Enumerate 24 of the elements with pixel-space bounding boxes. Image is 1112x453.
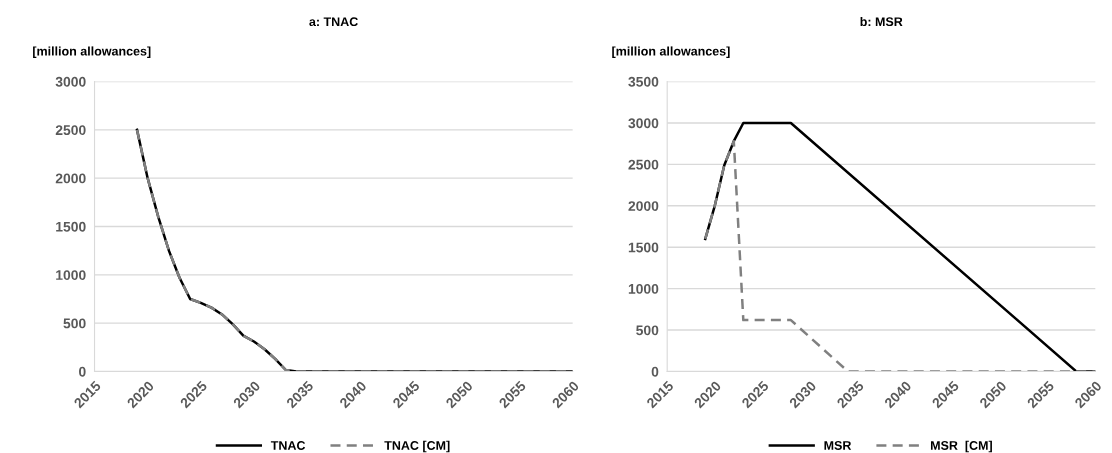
y-tick-label: 0 [651, 366, 659, 377]
y-tick-label: 1000 [56, 270, 86, 280]
y-tick-label: 1000 [628, 283, 659, 294]
y-tick-label: 2500 [628, 159, 659, 170]
y-tick-label: 2000 [55, 173, 86, 184]
legend-label: TNAC [CM] [384, 440, 450, 453]
legend-label: MSR [824, 441, 852, 450]
line-series [135, 128, 573, 372]
y-tick-label: 1500 [628, 242, 659, 253]
y-tick-label: 2000 [628, 201, 659, 211]
y-tick-label: 3000 [55, 76, 86, 87]
y-tick-label: 3500 [628, 76, 659, 87]
y-tick-label: 500 [63, 318, 86, 329]
y-tick-label: 0 [79, 366, 86, 377]
y-axis-title: [million allowances] [33, 46, 151, 59]
y-tick-label: 1500 [56, 221, 86, 232]
legend-label: TNAC [270, 441, 306, 450]
chart-title: b: MSR [860, 16, 903, 27]
legend-label: MSR [CM] [930, 440, 992, 453]
y-tick-label: 500 [636, 325, 659, 336]
y-tick-label: 2500 [55, 125, 86, 136]
y-axis-title: [million allowances] [612, 46, 730, 59]
chart-title: a: TNAC [309, 17, 358, 27]
y-tick-label: 3000 [628, 118, 659, 129]
